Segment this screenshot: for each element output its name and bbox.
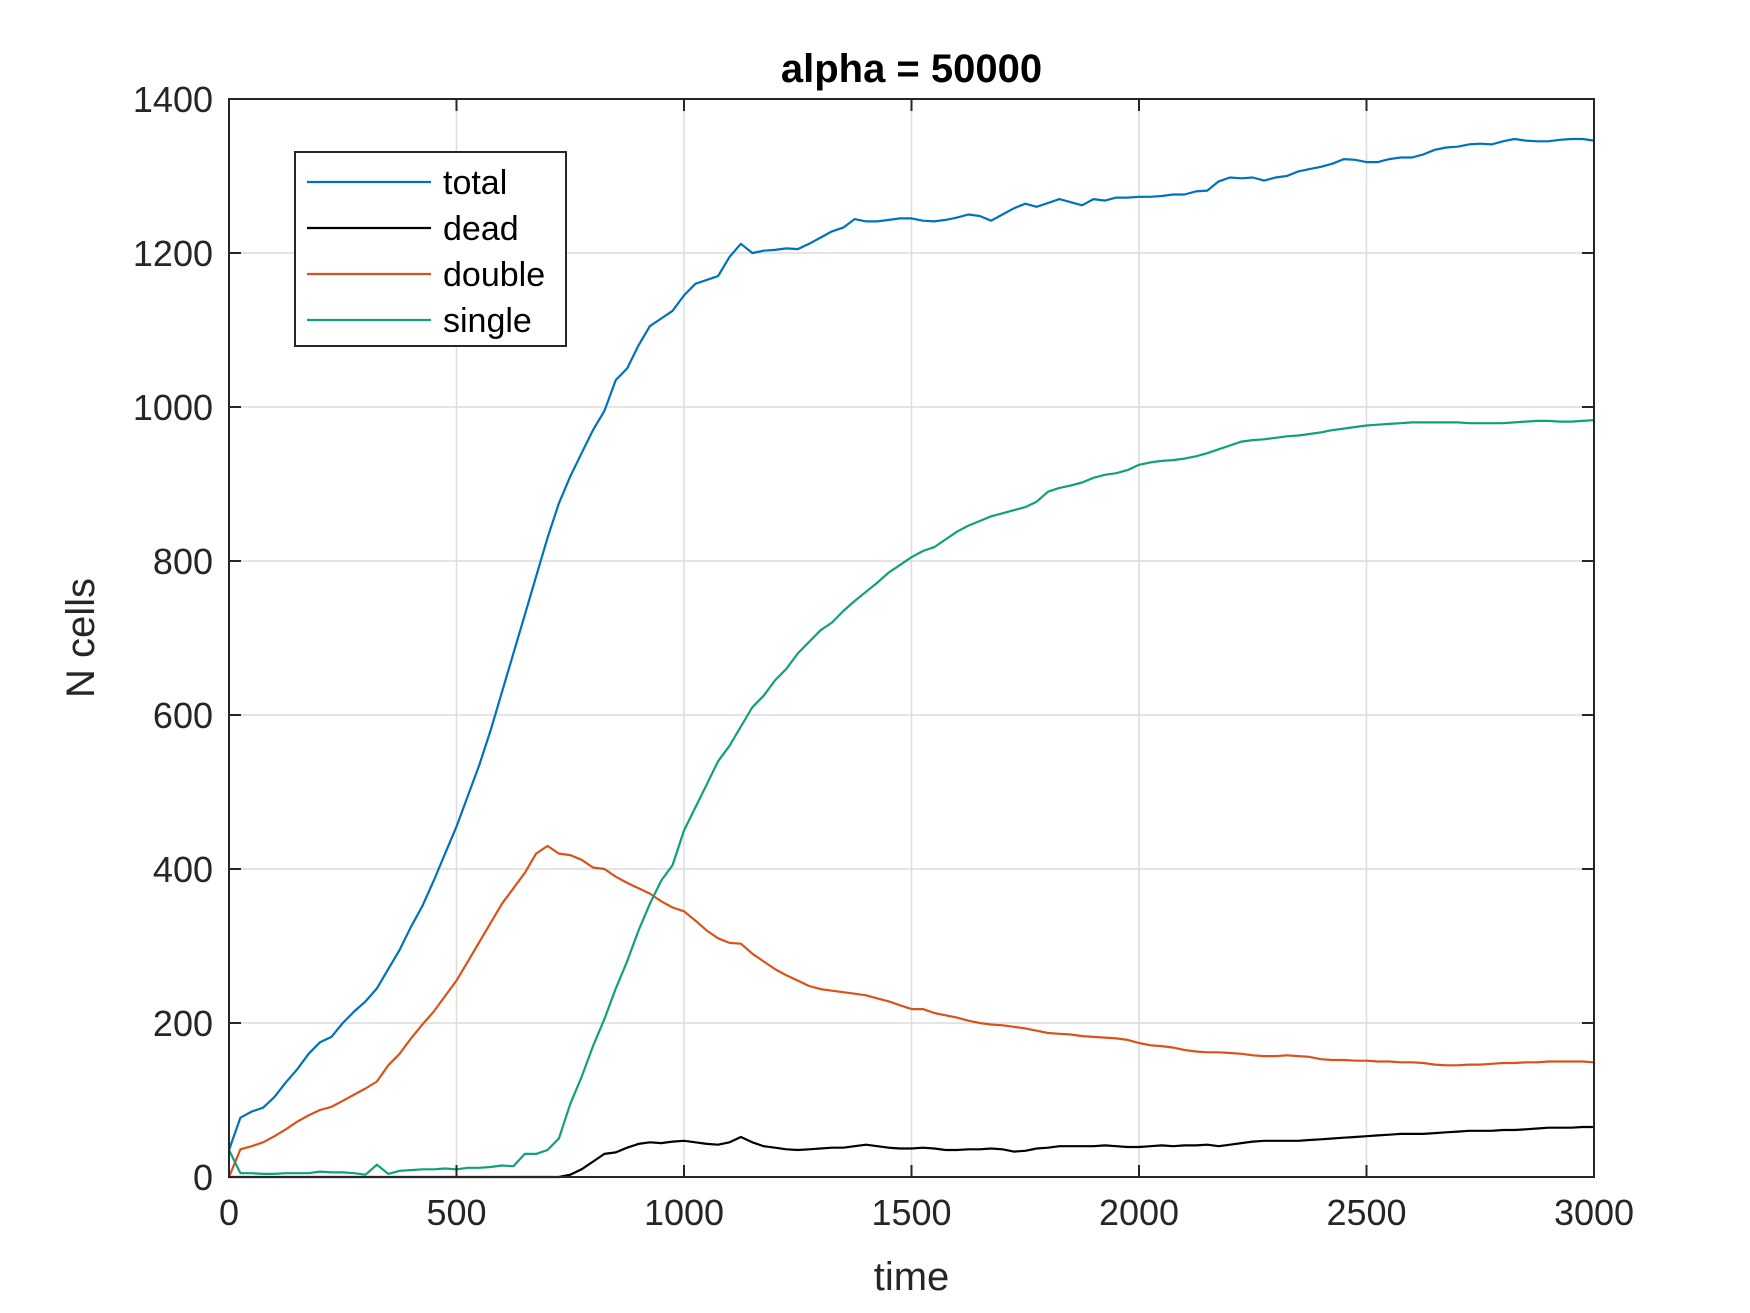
series-line-double [227, 844, 1595, 1178]
x-tick-label: 2500 [1326, 1192, 1406, 1233]
x-tick-labels: 0 500 1000 1500 2000 2500 3000 [219, 1192, 1634, 1233]
x-tick-label: 1000 [644, 1192, 724, 1233]
tick-marks [228, 98, 1595, 1178]
x-tick-label: 2000 [1099, 1192, 1179, 1233]
y-tick-label: 800 [153, 541, 213, 582]
legend-box [294, 151, 567, 347]
y-tick-label: 1400 [133, 79, 213, 120]
y-tick-label: 1200 [133, 233, 213, 274]
x-axis-label: time [874, 1255, 950, 1299]
y-tick-label: 1000 [133, 387, 213, 428]
y-tick-label: 200 [153, 1003, 213, 1044]
legend-label-dead: dead [443, 210, 519, 248]
legend: total dead double single [294, 151, 567, 347]
series-line-total [227, 137, 1595, 1151]
y-tick-label: 0 [193, 1157, 213, 1198]
x-tick-label: 1500 [871, 1192, 951, 1233]
x-tick-label: 0 [219, 1192, 239, 1233]
grid-lines [228, 98, 1595, 1178]
chart-title: alpha = 50000 [781, 47, 1042, 91]
y-tick-label: 400 [153, 849, 213, 890]
legend-label-single: single [443, 302, 532, 340]
legend-label-double: double [443, 256, 545, 294]
x-tick-label: 500 [426, 1192, 486, 1233]
y-axis-label: N cells [59, 578, 103, 698]
y-tick-labels: 0 200 400 600 800 1000 1200 1400 [133, 79, 213, 1198]
y-tick-label: 600 [153, 695, 213, 736]
legend-label-total: total [443, 164, 507, 202]
x-tick-label: 3000 [1554, 1192, 1634, 1233]
